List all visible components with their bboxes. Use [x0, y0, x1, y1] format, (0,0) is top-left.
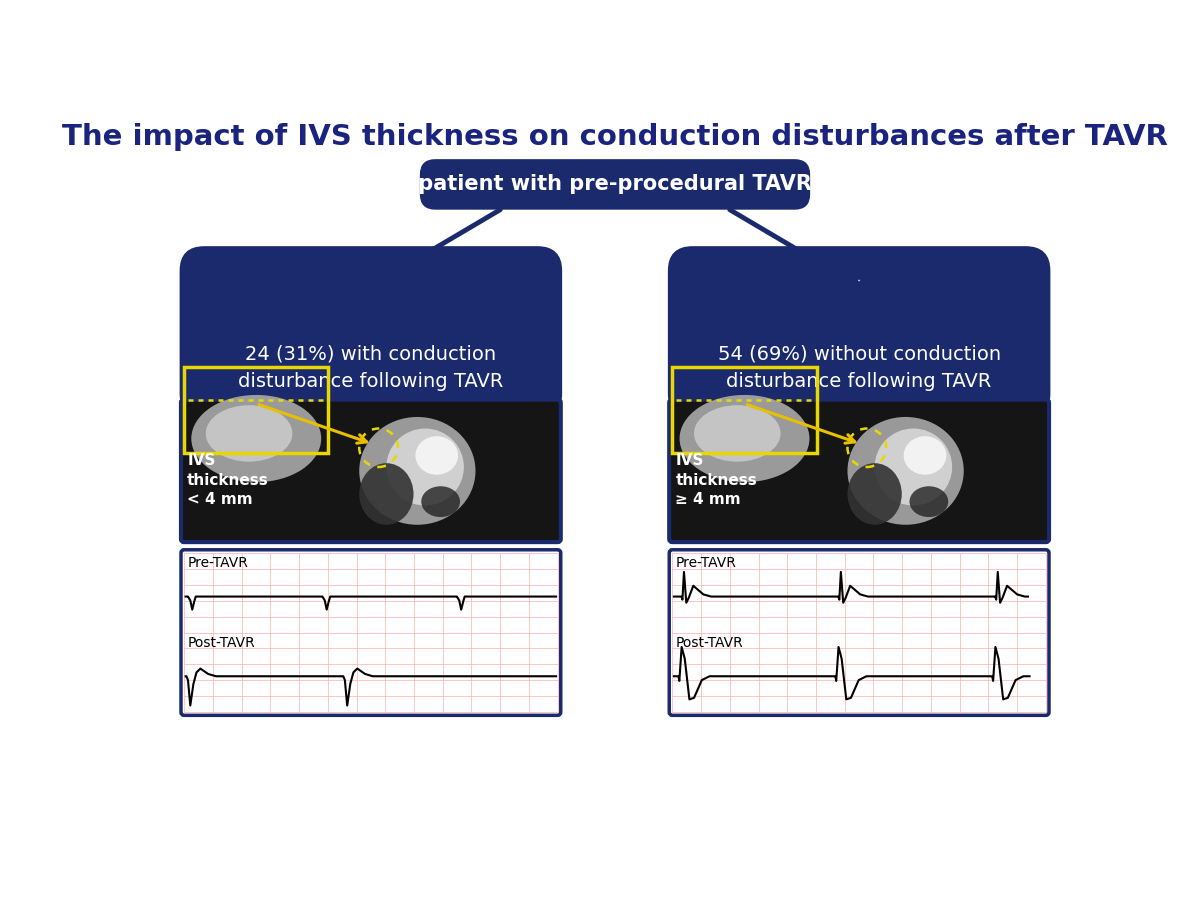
Ellipse shape	[694, 405, 780, 461]
Ellipse shape	[205, 405, 293, 461]
Bar	[184, 402, 558, 539]
Ellipse shape	[910, 487, 948, 517]
Ellipse shape	[421, 487, 460, 517]
Ellipse shape	[359, 463, 414, 525]
Text: Pre-TAVR: Pre-TAVR	[187, 556, 248, 570]
Bar	[184, 368, 329, 453]
Text: IVS
thickness
< 4 mm: IVS thickness < 4 mm	[187, 453, 269, 508]
FancyBboxPatch shape	[181, 248, 560, 417]
Text: IVS
thickness
≥ 4 mm: IVS thickness ≥ 4 mm	[676, 453, 757, 508]
Text: 24 (31%) with conduction
disturbance following TAVR: 24 (31%) with conduction disturbance fol…	[238, 344, 504, 391]
Text: Post-TAVR: Post-TAVR	[187, 636, 254, 649]
Ellipse shape	[847, 463, 901, 525]
Text: The impact of IVS thickness on conduction disturbances after TAVR: The impact of IVS thickness on conductio…	[62, 123, 1168, 151]
FancyBboxPatch shape	[181, 549, 560, 716]
Ellipse shape	[679, 395, 810, 482]
FancyBboxPatch shape	[670, 549, 1049, 716]
Ellipse shape	[359, 417, 475, 525]
Bar	[672, 368, 817, 453]
FancyBboxPatch shape	[421, 161, 809, 208]
Text: 78 patient with pre-procedural TAVR CT: 78 patient with pre-procedural TAVR CT	[382, 174, 848, 194]
FancyBboxPatch shape	[670, 248, 1049, 417]
Text: Pre-TAVR: Pre-TAVR	[676, 556, 737, 570]
Ellipse shape	[386, 429, 464, 506]
Ellipse shape	[847, 417, 964, 525]
Ellipse shape	[875, 429, 952, 506]
Ellipse shape	[191, 395, 322, 482]
FancyBboxPatch shape	[670, 400, 1049, 542]
Ellipse shape	[904, 436, 947, 475]
FancyBboxPatch shape	[181, 400, 560, 542]
Bar	[672, 402, 1046, 539]
Text: Post-TAVR: Post-TAVR	[676, 636, 743, 649]
Ellipse shape	[415, 436, 458, 475]
Text: 54 (69%) without conduction
disturbance following TAVR: 54 (69%) without conduction disturbance …	[718, 344, 1001, 391]
